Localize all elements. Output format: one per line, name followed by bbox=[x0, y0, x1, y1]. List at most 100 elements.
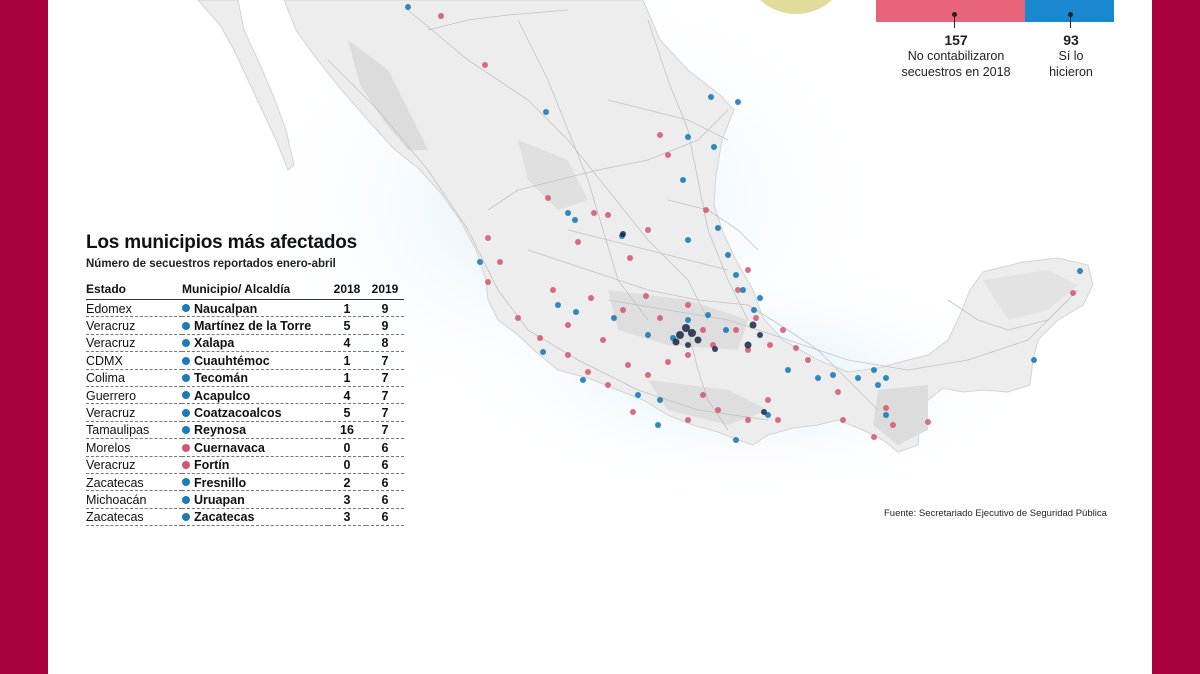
municipio-name: Uruapan bbox=[194, 492, 245, 507]
terrain-north bbox=[518, 140, 588, 210]
bar-yes-line2: hicieron bbox=[1049, 65, 1093, 79]
terrain-south bbox=[648, 380, 768, 425]
blue-dot-icon bbox=[182, 321, 190, 330]
cell-estado: Veracruz bbox=[86, 456, 182, 474]
cell-municipio: Cuernavaca bbox=[182, 438, 328, 457]
table-row: Zacatecas Fresnillo 2 6 bbox=[86, 473, 404, 492]
bar-no-line2: secuestros en 2018 bbox=[901, 65, 1011, 79]
municipio-name: Naucalpan bbox=[194, 301, 258, 316]
cell-2019: 7 bbox=[366, 421, 404, 440]
cell-municipio: Fresnillo bbox=[182, 473, 328, 492]
cell-2019: 6 bbox=[366, 473, 404, 492]
bar-yes-value: 93 bbox=[1063, 32, 1079, 48]
cell-2019: 6 bbox=[366, 490, 404, 509]
road-network bbox=[327, 9, 1079, 431]
municipio-name: Cuernavaca bbox=[194, 440, 265, 455]
cell-2018: 0 bbox=[328, 438, 366, 457]
right-frame-border bbox=[1152, 0, 1200, 674]
header-estado: Estado bbox=[86, 282, 182, 300]
blue-dot-icon bbox=[182, 391, 190, 400]
municipio-name: Reynosa bbox=[194, 423, 247, 438]
municipio-name: Fresnillo bbox=[194, 475, 247, 490]
cell-estado: Colima bbox=[86, 369, 182, 387]
cell-estado: Veracruz bbox=[86, 316, 182, 335]
blue-dot-icon bbox=[182, 478, 190, 487]
table-subtitle: Número de secuestros reportados enero-ab… bbox=[86, 258, 336, 270]
municipio-name: Zacatecas bbox=[194, 510, 255, 525]
table-title: Los municipios más afectados bbox=[86, 232, 358, 253]
table-row: Guerrero Acapulco 4 7 bbox=[86, 386, 404, 405]
cell-municipio: Naucalpan bbox=[182, 299, 328, 318]
municipio-name: Cuauhtémoc bbox=[194, 353, 270, 368]
cell-estado: Edomex bbox=[86, 299, 182, 318]
bar-label-no: 157 No contabilizaron secuestros en 2018 bbox=[894, 32, 1018, 80]
cell-2019: 7 bbox=[366, 351, 404, 370]
blue-dot-icon bbox=[182, 513, 190, 522]
bar-tick-no bbox=[952, 12, 957, 28]
blue-dot-icon bbox=[182, 373, 190, 382]
kidnapping-report-bar bbox=[876, 0, 1114, 22]
table-row: Veracruz Martínez de la Torre 5 9 bbox=[86, 316, 404, 335]
bar-no-count bbox=[876, 0, 1025, 22]
cell-2019: 6 bbox=[366, 456, 404, 474]
cell-2018: 16 bbox=[328, 421, 366, 440]
blue-dot-icon bbox=[182, 304, 190, 313]
bar-yes-line1: Sí lo bbox=[1058, 49, 1084, 63]
cell-2018: 2 bbox=[328, 473, 366, 492]
cell-2019: 6 bbox=[366, 438, 404, 457]
municipalities-table: Estado Municipio/ Alcaldía 2018 2019 Edo… bbox=[86, 282, 404, 527]
cell-2019: 7 bbox=[366, 369, 404, 387]
baja-california bbox=[197, 0, 295, 171]
cell-estado: Tamaulipas bbox=[86, 421, 182, 440]
cell-2018: 1 bbox=[328, 369, 366, 387]
cell-municipio: Coatzacoalcos bbox=[182, 403, 328, 422]
municipio-name: Fortín bbox=[194, 458, 230, 473]
cell-municipio: Cuauhtémoc bbox=[182, 351, 328, 370]
cell-estado: Guerrero bbox=[86, 386, 182, 405]
cell-estado: Veracruz bbox=[86, 334, 182, 353]
cell-2018: 1 bbox=[328, 351, 366, 370]
cell-2018: 0 bbox=[328, 456, 366, 474]
cell-municipio: Xalapa bbox=[182, 334, 328, 353]
terrain-yucatan bbox=[983, 270, 1078, 320]
table-row: CDMX Cuauhtémoc 1 7 bbox=[86, 351, 404, 370]
bar-yes-count bbox=[1025, 0, 1114, 22]
bar-no-value: 157 bbox=[944, 32, 968, 48]
cell-estado: Morelos bbox=[86, 438, 182, 457]
cell-2019: 9 bbox=[366, 316, 404, 335]
blue-dot-icon bbox=[182, 408, 190, 417]
cell-2018: 4 bbox=[328, 334, 366, 353]
cell-2019: 8 bbox=[366, 334, 404, 353]
left-frame-border bbox=[0, 0, 48, 674]
bar-no-line1: No contabilizaron bbox=[907, 49, 1005, 63]
cell-2018: 1 bbox=[328, 299, 366, 318]
mainland-mexico bbox=[283, 0, 1094, 453]
cell-estado: Michoacán bbox=[86, 490, 182, 509]
cell-2018: 3 bbox=[328, 508, 366, 527]
cell-2019: 9 bbox=[366, 299, 404, 318]
table-row: Veracruz Fortín 0 6 bbox=[86, 456, 404, 474]
bar-tick-yes bbox=[1068, 12, 1073, 28]
cell-municipio: Acapulco bbox=[182, 386, 328, 405]
cell-municipio: Tecomán bbox=[182, 369, 328, 387]
cell-municipio: Fortín bbox=[182, 456, 328, 474]
cell-estado: Veracruz bbox=[86, 403, 182, 422]
cell-2019: 6 bbox=[366, 508, 404, 527]
infographic-panel: 157 No contabilizaron secuestros en 2018… bbox=[48, 0, 1152, 674]
table-body: Edomex Naucalpan 1 9 Veracruz Martínez de la … bbox=[86, 299, 404, 527]
cell-municipio: Zacatecas bbox=[182, 508, 328, 527]
table-header-row: Estado Municipio/ Alcaldía 2018 2019 bbox=[86, 282, 404, 300]
table-row: Colima Tecomán 1 7 bbox=[86, 369, 404, 387]
header-municipio: Municipio/ Alcaldía bbox=[182, 282, 328, 300]
terrain-center bbox=[608, 290, 748, 350]
terrain-chiapas bbox=[873, 385, 928, 445]
bar-label-yes: 93 Sí lo hicieron bbox=[1034, 32, 1108, 80]
cell-2018: 4 bbox=[328, 386, 366, 405]
cell-estado: CDMX bbox=[86, 351, 182, 370]
cell-2019: 7 bbox=[366, 386, 404, 405]
header-2018: 2018 bbox=[328, 282, 366, 300]
cell-2019: 7 bbox=[366, 403, 404, 422]
cell-estado: Zacatecas bbox=[86, 508, 182, 527]
cell-estado: Zacatecas bbox=[86, 473, 182, 492]
blue-dot-icon bbox=[182, 495, 190, 504]
